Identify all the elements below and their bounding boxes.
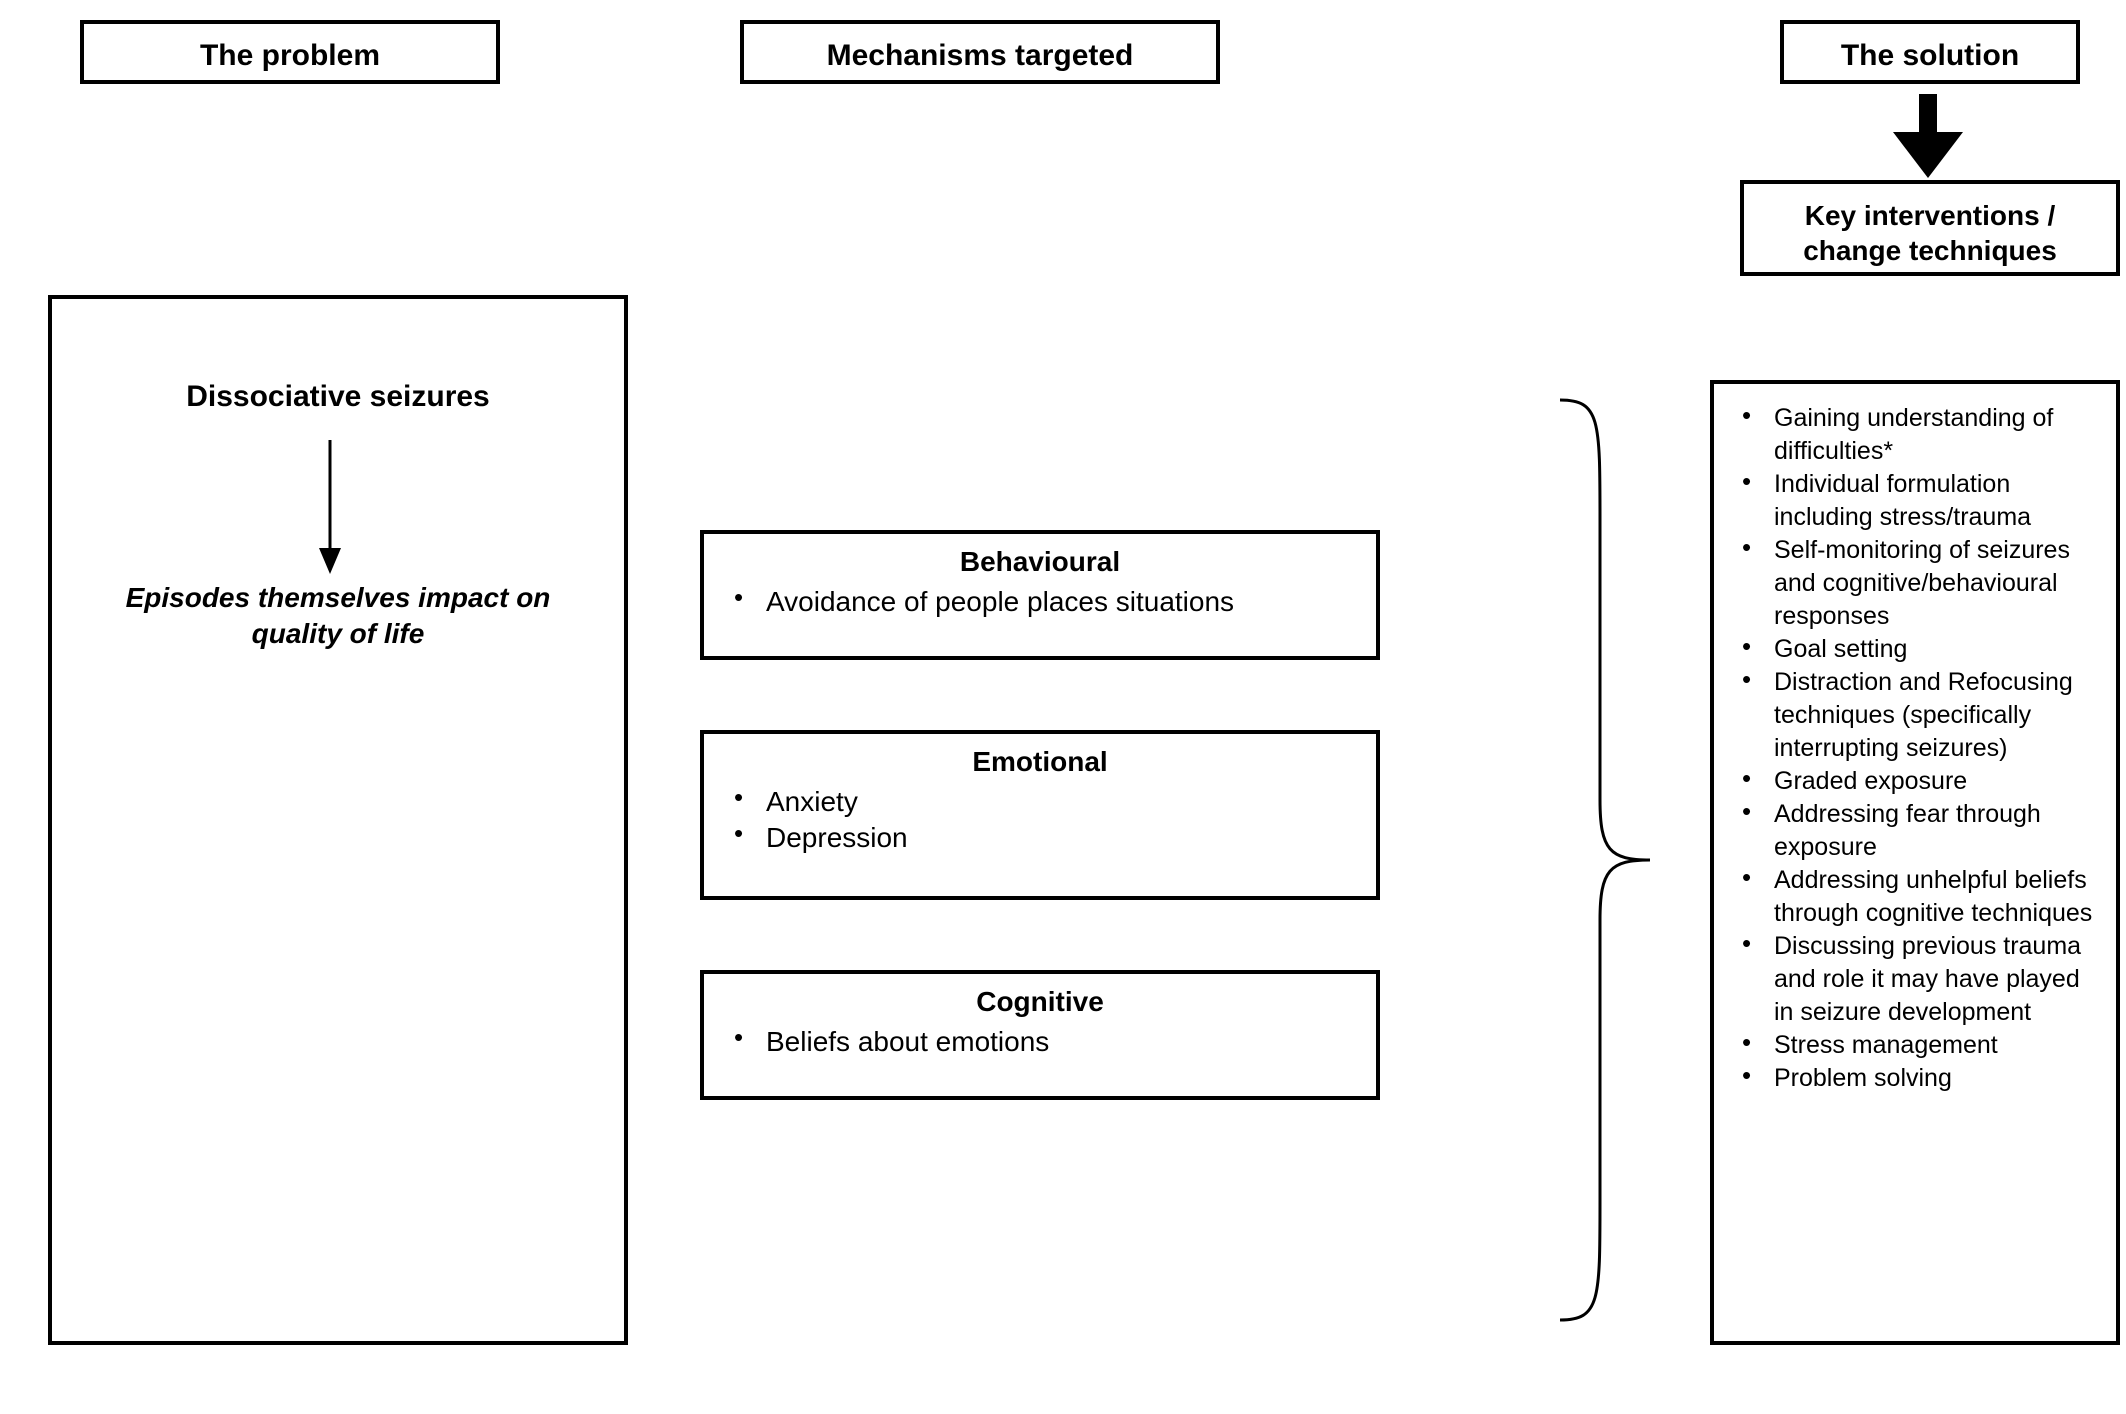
mechanism-box-behavioural: Behavioural Avoidance of people places s… (700, 530, 1380, 660)
mechanism-title-cognitive-text: Cognitive (976, 986, 1104, 1017)
solution-list: Gaining understanding of difficulties* I… (1730, 402, 2100, 1095)
mechanisms-header-text: Mechanisms targeted (827, 39, 1134, 72)
problem-title: Dissociative seizures (48, 380, 628, 414)
solution-item: Self-monitoring of seizures and cognitiv… (1730, 534, 2100, 633)
solution-item: Gaining understanding of difficulties* (1730, 402, 2100, 468)
curly-brace-icon (1560, 400, 1650, 1320)
solution-item: Problem solving (1730, 1062, 2100, 1095)
mechanism-item: Anxiety (722, 784, 1358, 820)
mechanism-title-cognitive: Cognitive (722, 986, 1358, 1018)
key-interventions-line2: change techniques (1803, 235, 2057, 266)
mechanism-item: Depression (722, 820, 1358, 856)
problem-title-text: Dissociative seizures (186, 380, 490, 413)
mechanism-box-emotional: Emotional Anxiety Depression (700, 730, 1380, 900)
solution-item: Discussing previous trauma and role it m… (1730, 930, 2100, 1029)
key-interventions-header-box: Key interventions / change techniques (1740, 180, 2120, 276)
solution-arrow-icon (1893, 94, 1963, 178)
mechanisms-header-box: Mechanisms targeted (740, 20, 1220, 84)
solution-item: Stress management (1730, 1029, 2100, 1062)
solution-item: Graded exposure (1730, 765, 2100, 798)
problem-header-box: The problem (80, 20, 500, 84)
mechanism-title-behavioural: Behavioural (722, 546, 1358, 578)
mechanism-box-cognitive: Cognitive Beliefs about emotions (700, 970, 1380, 1100)
problem-bigbox (48, 295, 628, 1345)
mechanism-title-emotional: Emotional (722, 746, 1358, 778)
problem-subtext: Episodes themselves impact on quality of… (78, 580, 598, 653)
problem-header-text: The problem (200, 39, 380, 72)
solution-item: Goal setting (1730, 633, 2100, 666)
mechanism-item: Avoidance of people places situations (722, 584, 1358, 620)
solution-bigbox: Gaining understanding of difficulties* I… (1710, 380, 2120, 1345)
solution-item: Addressing fear through exposure (1730, 798, 2100, 864)
mechanism-title-behavioural-text: Behavioural (960, 546, 1120, 577)
solution-item: Distraction and Refocusing techniques (s… (1730, 666, 2100, 765)
solution-item: Individual formulation including stress/… (1730, 468, 2100, 534)
solution-header-text: The solution (1841, 39, 2019, 72)
problem-subtext-text: Episodes themselves impact on quality of… (126, 582, 551, 649)
key-interventions-line1: Key interventions / (1805, 200, 2056, 231)
solution-item: Addressing unhelpful beliefs through cog… (1730, 864, 2100, 930)
mechanism-item: Beliefs about emotions (722, 1024, 1358, 1060)
mechanism-title-emotional-text: Emotional (972, 746, 1107, 777)
solution-header-box: The solution (1780, 20, 2080, 84)
